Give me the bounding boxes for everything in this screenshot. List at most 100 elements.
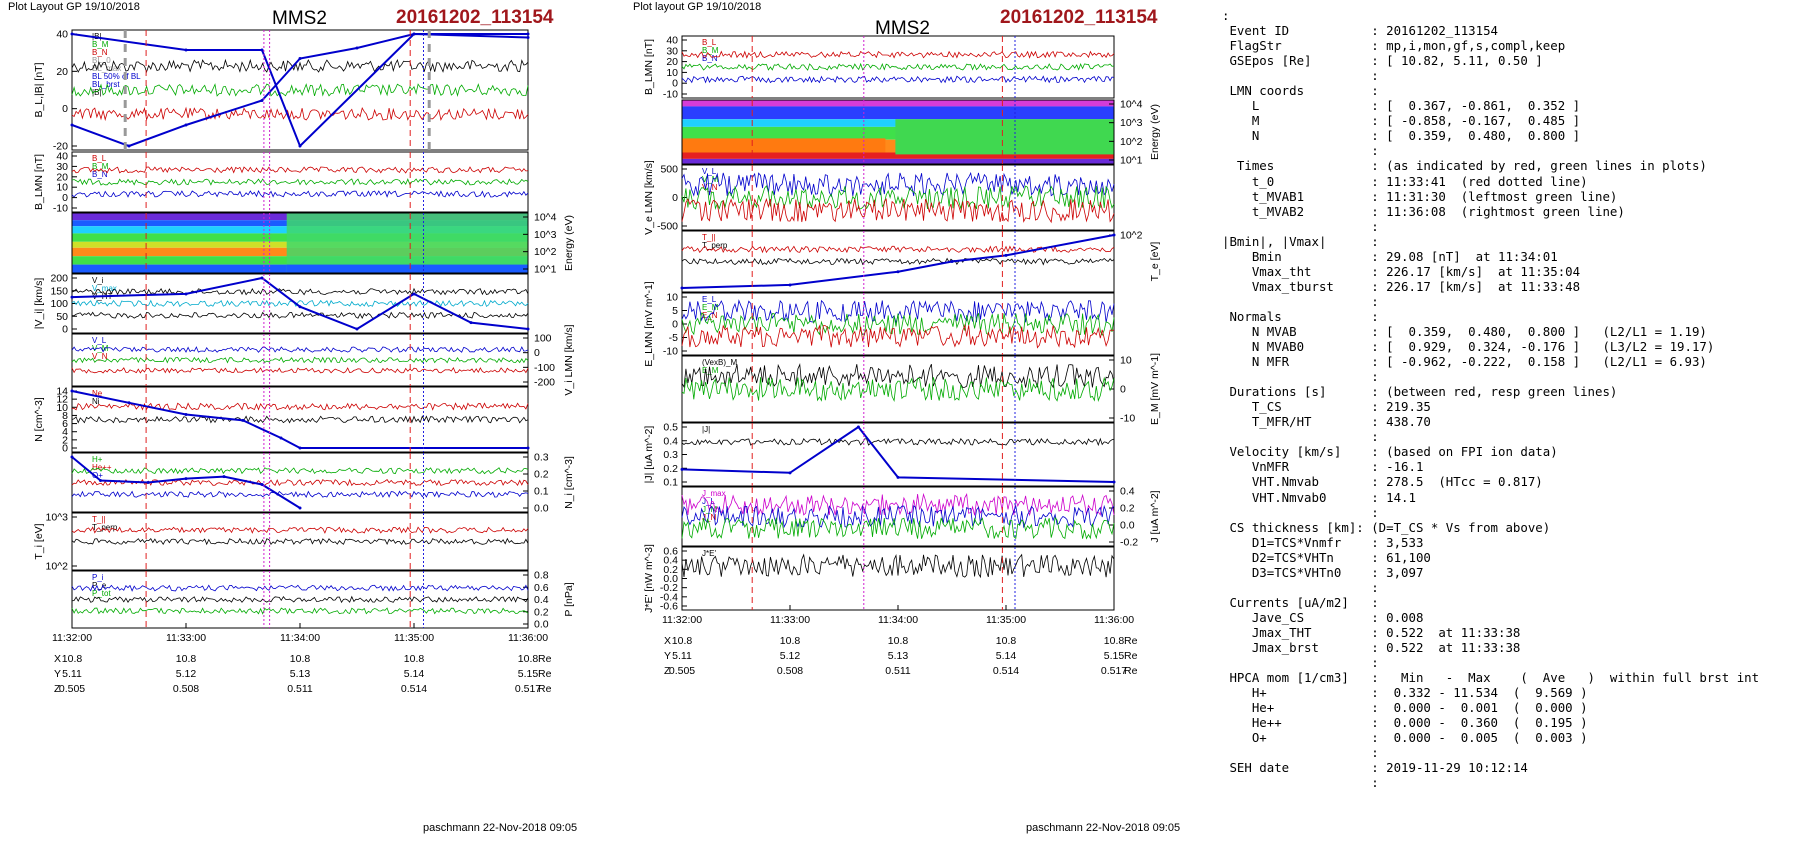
info-line: D2=TCS*VHTn : 61,100 <box>1222 549 1431 565</box>
legend-entry: T_perp <box>92 523 118 532</box>
trace <box>71 287 529 296</box>
pos-value: 5.12 <box>176 668 197 680</box>
trace <box>71 83 529 98</box>
pos-value: 5.11 <box>672 650 692 662</box>
info-line: Times : (as indicated by red, green line… <box>1222 158 1707 174</box>
y-tick-label: 10 <box>56 182 68 194</box>
left-spacecraft-label: MMS2 <box>272 8 327 29</box>
info-line: : <box>1222 429 1379 445</box>
trace <box>71 526 529 534</box>
series-line <box>71 390 528 449</box>
legend-entry: BL_0 <box>92 56 111 65</box>
pos-value: 5.15 <box>518 668 539 680</box>
y-tick-label: 0 <box>672 319 678 331</box>
y-tick-label: -0.6 <box>660 601 678 613</box>
pos-value: 0.508 <box>777 665 803 677</box>
trace <box>681 516 1115 540</box>
panel-frame <box>681 230 1115 293</box>
legend-entry: B_L <box>92 154 107 163</box>
info-line: Bmin : 29.08 [nT] at 11:34:01 <box>1222 248 1558 264</box>
spectrogram-band <box>682 152 1114 159</box>
pos-value: 5.15 <box>1104 650 1125 662</box>
y-tick-label: 0.4 <box>663 435 678 447</box>
y-tick-label: 0.4 <box>1120 486 1135 498</box>
y-axis-label: B_LMN [nT] <box>643 39 655 95</box>
pos-value: 5.14 <box>404 668 425 680</box>
legend-entry: P_i <box>92 573 104 582</box>
panel-vlmn: 100 0 -100 -200 V_i LMN [km/s] V_LV_MV_N <box>71 324 575 396</box>
trace <box>681 299 1115 324</box>
legend-entry: B_M <box>702 46 719 55</box>
pos-row-name: Z <box>54 683 61 695</box>
legend-entry: T_|| <box>702 233 716 242</box>
y-tick-label: -0.2 <box>660 582 678 594</box>
y-tick-label: 4 <box>62 426 68 438</box>
legend-entry: P_tot <box>92 589 111 598</box>
legend-entry: BL 50% of BL <box>92 72 141 81</box>
info-line: LMN coords : <box>1222 83 1379 99</box>
y-tick-label: -10 <box>1120 413 1135 425</box>
legend-entry: V_M <box>702 175 719 184</box>
y-tick-label: 10^4 <box>1120 99 1143 111</box>
pos-row-name: Y <box>54 668 61 680</box>
spectrogram-band <box>682 158 1114 164</box>
y-tick-label: 5 <box>672 305 678 317</box>
y-tick-label: 10^2 <box>534 246 557 258</box>
legend-entry: B_M <box>92 162 109 171</box>
y-tick-label: 0.2 <box>663 463 678 475</box>
pos-value: 5.14 <box>996 650 1017 662</box>
y-tick-label: 0.2 <box>534 606 549 618</box>
y-tick-label: 40 <box>666 35 678 47</box>
y-tick-label: 0.2 <box>663 564 678 576</box>
y-tick-label: -20 <box>53 141 68 153</box>
y-tick-label: 0 <box>672 78 678 90</box>
series-line <box>681 234 1115 289</box>
legend-entry: O+ <box>92 471 103 480</box>
y-tick-label: -10 <box>663 346 678 358</box>
y-axis-label: |J| [uA m^-2] <box>643 426 655 484</box>
trace <box>681 257 1115 266</box>
y-tick-label: 0.5 <box>663 422 678 434</box>
pos-value: 10.8 <box>518 653 539 665</box>
y-axis-label: N [cm^-3] <box>33 397 45 442</box>
time-tick-label: 11:32:00 <box>52 632 92 644</box>
y-axis-label: V_e LMN [km/s] <box>643 160 655 235</box>
info-line: Jave_CS : 0.008 <box>1222 609 1424 625</box>
right-footer: paschmann 22-Nov-2018 09:05 <box>1026 822 1181 834</box>
trace <box>72 311 529 320</box>
info-line: : <box>1222 369 1379 385</box>
pos-value: 10.8 <box>1104 635 1125 647</box>
y-tick-label: 20 <box>666 56 678 68</box>
trace <box>681 197 1115 224</box>
info-line: : <box>1222 293 1379 309</box>
right-layout-label: Plot layout GP 19/10/2018 <box>633 1 762 13</box>
left-layout-label: Plot Layout GP 19/10/2018 <box>8 1 140 13</box>
legend-entry: B_M <box>92 40 109 49</box>
panel-spec: 10^4 10^3 10^2 10^1 Energy (eV) <box>71 212 575 276</box>
legend-entry: |J| <box>702 425 710 434</box>
y-tick-label: -10 <box>663 89 678 101</box>
pos-row-name: X <box>664 635 671 647</box>
legend-entry: He++ <box>92 463 112 472</box>
y-tick-label: 10^3 <box>534 229 557 241</box>
legend-entry: J*E' <box>702 549 716 558</box>
info-line: Jmax_THT : 0.522 at 11:33:38 <box>1222 624 1521 640</box>
y-tick-label: 200 <box>50 273 68 285</box>
y-tick-label: 0.2 <box>1120 503 1135 515</box>
pos-value: 5.13 <box>290 668 311 680</box>
pos-unit: Re <box>538 653 552 665</box>
left-footer: paschmann 22-Nov-2018 09:05 <box>423 822 578 834</box>
panel-frame <box>71 29 529 151</box>
info-line: O+ : 0.000 - 0.005 ( 0.003 ) <box>1222 730 1588 746</box>
series-line <box>71 32 529 148</box>
info-line: : <box>1222 218 1379 234</box>
y-tick-label: 0.1 <box>534 486 549 498</box>
y-tick-label: -0.2 <box>1120 537 1138 549</box>
info-line: : <box>1222 143 1379 159</box>
pos-value: 10.8 <box>176 653 197 665</box>
panel-frame <box>71 570 529 629</box>
